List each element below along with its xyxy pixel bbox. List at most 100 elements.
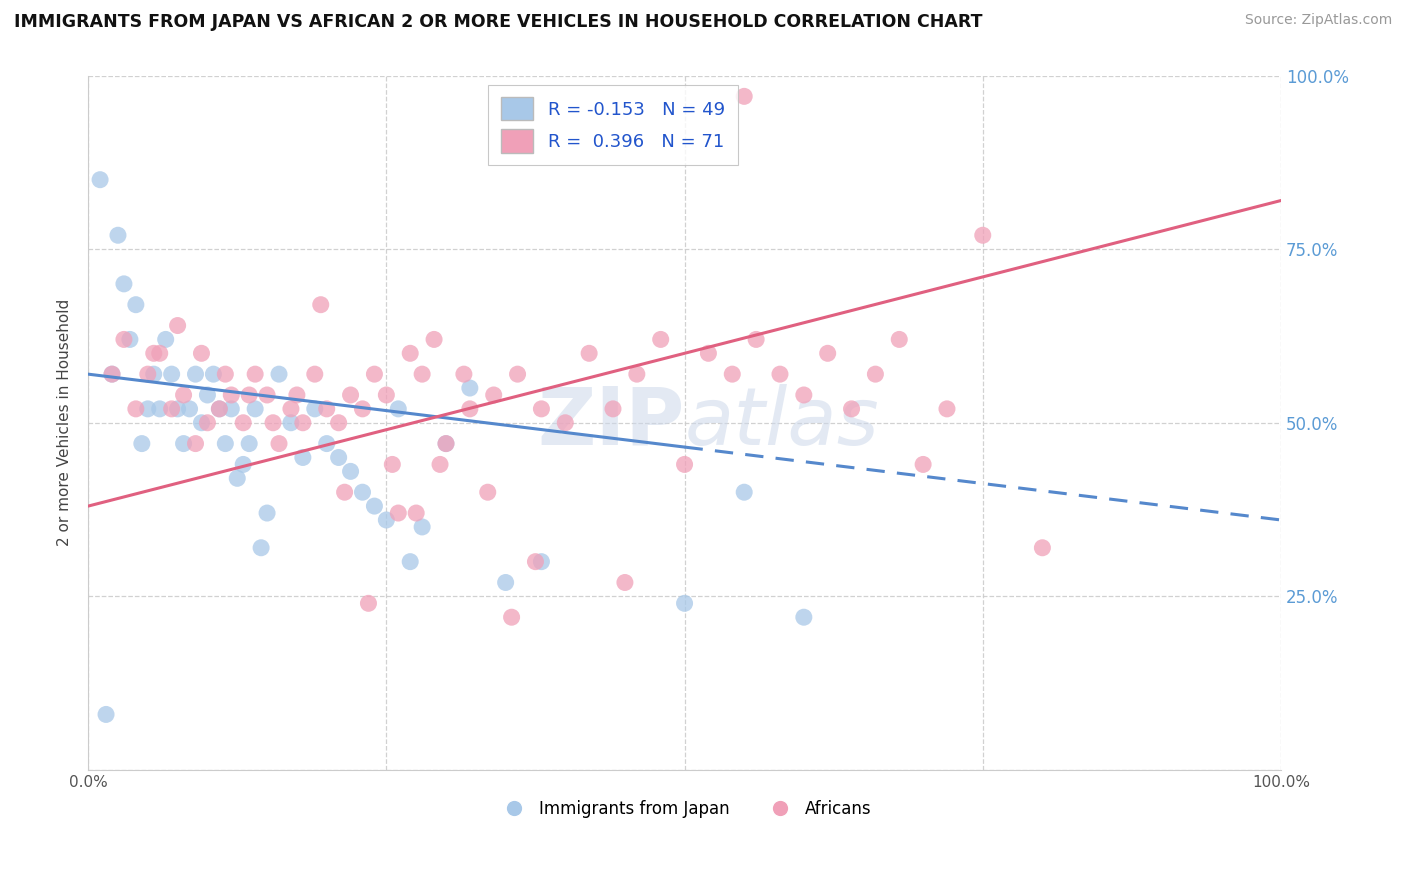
Point (197, 416, 219, 430)
Point (524, 555, 547, 569)
Point (429, 458, 451, 472)
Point (733, 89, 755, 103)
Point (333, 485, 356, 500)
Point (339, 388, 361, 402)
Point (673, 458, 696, 472)
Point (673, 596, 696, 610)
Point (793, 388, 815, 402)
Point (202, 367, 225, 381)
Point (387, 401, 409, 416)
Point (375, 513, 398, 527)
Point (411, 520, 433, 534)
Point (101, 367, 124, 381)
Point (89, 172, 111, 186)
Point (363, 499, 385, 513)
Point (160, 401, 183, 416)
Point (387, 506, 409, 520)
Point (399, 555, 422, 569)
Point (501, 610, 523, 624)
Point (381, 458, 404, 472)
Point (118, 333, 141, 347)
Point (208, 401, 231, 416)
Point (578, 346, 600, 360)
Point (352, 485, 374, 500)
Point (136, 401, 159, 416)
Point (262, 416, 284, 430)
Point (972, 228, 994, 243)
Point (184, 367, 207, 381)
Text: atlas: atlas (685, 384, 879, 462)
Point (411, 367, 433, 381)
Point (173, 388, 195, 402)
Point (267, 367, 290, 381)
Point (256, 388, 278, 402)
Point (267, 436, 290, 450)
Point (328, 450, 350, 465)
Point (190, 416, 212, 430)
Point (149, 346, 172, 360)
Point (155, 333, 177, 347)
Point (1031, 541, 1053, 555)
Point (291, 450, 314, 465)
Text: ZIP: ZIP (537, 384, 685, 462)
Point (304, 401, 326, 416)
Point (936, 401, 959, 416)
Point (697, 346, 720, 360)
Point (315, 401, 337, 416)
Point (107, 228, 129, 243)
Point (285, 388, 308, 402)
Point (243, 401, 266, 416)
Point (184, 436, 207, 450)
Point (197, 388, 219, 402)
Point (280, 401, 302, 416)
Point (243, 367, 266, 381)
Point (238, 388, 260, 402)
Point (280, 416, 302, 430)
Point (357, 596, 380, 610)
Point (309, 298, 332, 312)
Point (315, 436, 337, 450)
Point (112, 277, 135, 291)
Point (160, 367, 183, 381)
Point (650, 333, 672, 347)
Point (482, 388, 505, 402)
Point (865, 367, 887, 381)
Point (841, 401, 863, 416)
Point (232, 416, 254, 430)
Point (434, 436, 457, 450)
Point (101, 367, 124, 381)
Point (626, 367, 648, 381)
Point (328, 416, 350, 430)
Point (149, 401, 172, 416)
Point (125, 298, 148, 312)
Point (530, 555, 553, 569)
Point (226, 471, 249, 485)
Point (613, 575, 636, 590)
Point (745, 333, 768, 347)
Point (399, 346, 422, 360)
Point (173, 436, 195, 450)
Point (458, 381, 481, 395)
Point (214, 367, 236, 381)
Point (136, 367, 159, 381)
Point (554, 416, 576, 430)
Point (769, 367, 792, 381)
Point (250, 541, 273, 555)
Point (495, 575, 517, 590)
Point (142, 367, 165, 381)
Point (817, 346, 839, 360)
Point (221, 388, 243, 402)
Point (423, 333, 446, 347)
Point (434, 436, 457, 450)
Point (352, 401, 374, 416)
Point (208, 401, 231, 416)
Point (214, 436, 236, 450)
Point (363, 367, 385, 381)
Point (112, 333, 135, 347)
Point (221, 401, 243, 416)
Point (304, 367, 326, 381)
Point (453, 367, 475, 381)
Legend: Immigrants from Japan, Africans: Immigrants from Japan, Africans (491, 793, 879, 824)
Point (477, 485, 499, 500)
Point (506, 367, 529, 381)
